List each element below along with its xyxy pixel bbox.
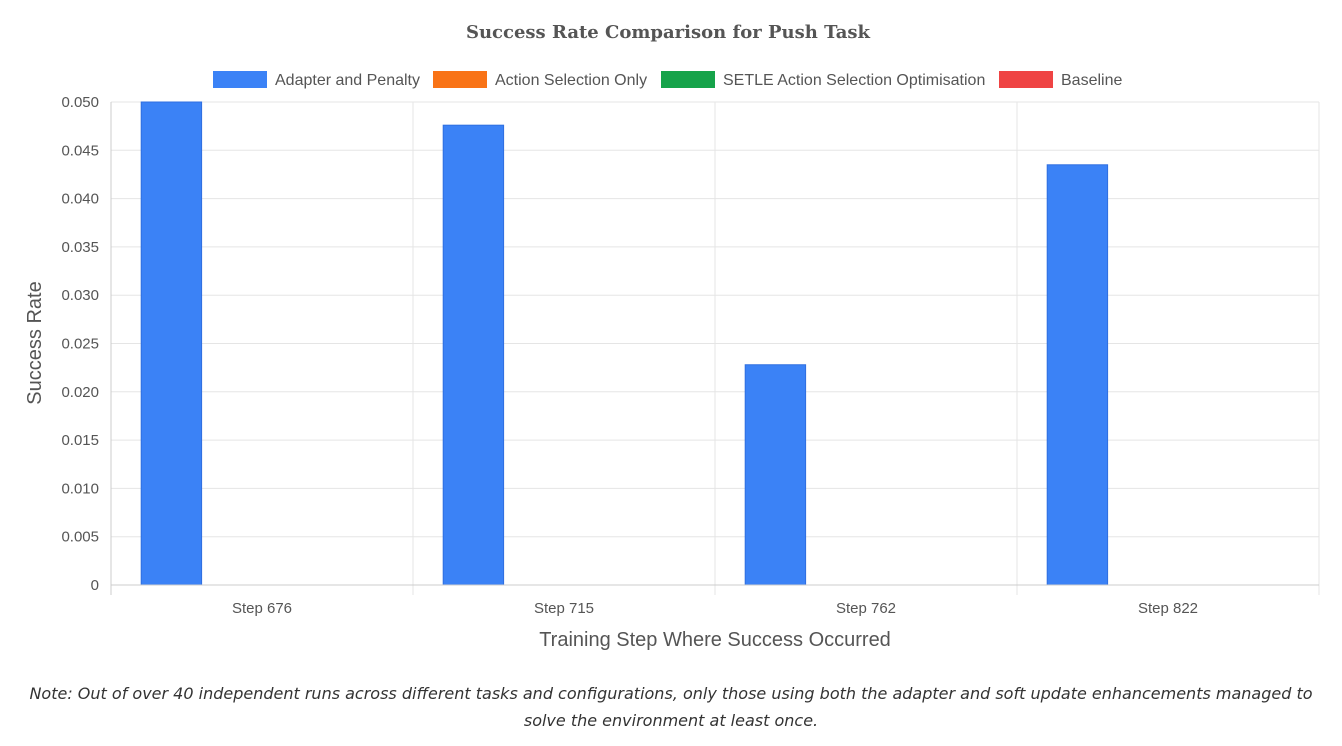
legend-swatch[interactable] [213,71,267,88]
legend-label[interactable]: Baseline [1061,72,1122,89]
x-tick-label: Step 676 [232,600,292,617]
chart-axes [110,102,1319,595]
y-tick-label: 0.015 [61,432,99,449]
legend-swatch[interactable] [433,71,487,88]
x-axis-title: Training Step Where Success Occurred [539,629,891,651]
legend-swatch[interactable] [999,71,1053,88]
x-tick-label: Step 822 [1138,600,1198,617]
bar-chart: Success Rate Comparison for Push Task Ad… [24,22,1320,651]
chart-footnote: Note: Out of over 40 independent runs ac… [29,684,1313,730]
chart-bars [140,101,1109,586]
y-tick-label: 0.005 [61,529,99,546]
y-tick-label: 0.045 [61,142,99,159]
y-axis-title: Success Rate [24,281,46,404]
y-tick-label: 0.025 [61,336,99,353]
bar[interactable] [744,364,807,586]
bar[interactable] [442,124,505,586]
legend-label[interactable]: Adapter and Penalty [275,72,420,89]
x-axis-ticks: Step 676 Step 715 Step 762 Step 822 [232,600,1198,617]
y-tick-label: 0.040 [61,191,99,208]
y-tick-label: 0.020 [61,384,99,401]
y-tick-label: 0.030 [61,287,99,304]
y-axis-ticks: 0 0.005 0.010 0.015 0.020 0.025 0.030 0.035 0.04… [61,94,99,594]
bar[interactable] [140,101,203,586]
bar[interactable] [1046,164,1109,586]
chart-legend: Adapter and Penalty Action Selection Only… [213,71,1122,89]
y-tick-label: 0.050 [61,94,99,111]
y-tick-label: 0.010 [61,480,99,497]
x-tick-label: Step 762 [836,600,896,617]
legend-swatch[interactable] [661,71,715,88]
chart-title: Success Rate Comparison for Push Task [466,22,871,43]
y-tick-label: 0 [91,577,99,594]
y-tick-label: 0.035 [61,239,99,256]
legend-label[interactable]: SETLE Action Selection Optimisation [723,72,985,89]
legend-label[interactable]: Action Selection Only [495,72,647,89]
x-tick-label: Step 715 [534,600,594,617]
chart-grid [110,101,1320,595]
chart-container: Success Rate Comparison for Push Task Ad… [24,22,1320,651]
